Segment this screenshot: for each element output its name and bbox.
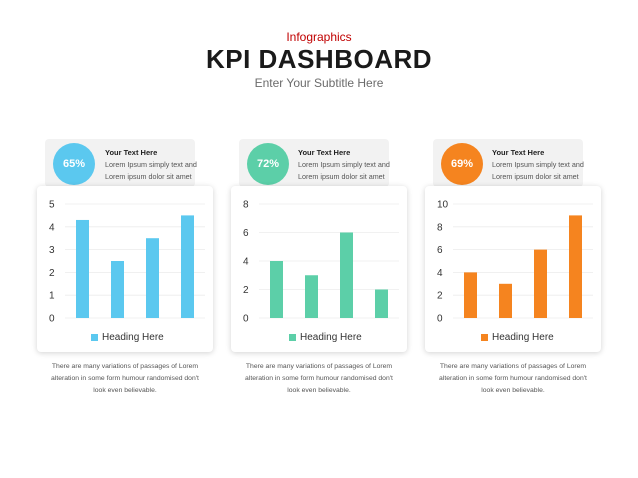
chart-description: There are many variations of passages of… — [425, 361, 601, 397]
y-tick-label: 2 — [49, 268, 55, 279]
chart-legend: Heading Here — [481, 332, 554, 343]
page-subtitle: Enter Your Subtitle Here — [254, 76, 384, 90]
info-body: Lorem Ipsum simply text and Lorem ipsum … — [298, 159, 390, 183]
bar — [111, 261, 124, 318]
bar-chart: 0 2 4 6 8 10 — [437, 200, 593, 325]
bar — [569, 215, 582, 318]
legend-swatch — [481, 334, 488, 341]
description-line: There are many variations of passages of… — [439, 363, 587, 370]
info-body-line: Lorem Ipsum simply text and — [492, 160, 584, 169]
bar — [146, 238, 159, 318]
bar — [499, 283, 512, 318]
info-heading: Your Text Here — [492, 148, 545, 157]
y-tick-label: 8 — [243, 200, 249, 211]
bar — [181, 215, 194, 318]
bar — [534, 249, 547, 318]
y-tick-label: 8 — [437, 222, 443, 233]
bar — [375, 289, 388, 318]
description-line: alteration in some form humour randomise… — [439, 375, 587, 382]
eyebrow-label: Infographics — [286, 30, 352, 44]
description-line: There are many variations of passages of… — [51, 363, 199, 370]
description-line: alteration in some form humour randomise… — [245, 375, 393, 382]
bar — [270, 261, 283, 318]
y-tick-label: 2 — [243, 285, 249, 296]
legend-label: Heading Here — [102, 332, 164, 343]
info-body-line: Lorem Ipsum simply text and — [105, 160, 197, 169]
legend-swatch — [91, 334, 98, 341]
info-body-line: Lorem ipsum dolor sit amet — [298, 172, 385, 181]
info-heading: Your Text Here — [105, 148, 158, 157]
y-tick-label: 3 — [49, 245, 55, 256]
y-tick-label: 4 — [437, 268, 443, 279]
bar — [305, 275, 318, 318]
info-body: Lorem Ipsum simply text and Lorem ipsum … — [105, 159, 197, 183]
description-line: There are many variations of passages of… — [245, 363, 393, 370]
y-tick-label: 6 — [437, 245, 443, 256]
bar — [464, 272, 477, 318]
y-tick-label: 4 — [243, 257, 249, 268]
percent-circle: 72% — [247, 143, 289, 185]
chart-legend: Heading Here — [289, 332, 362, 343]
chart-description: There are many variations of passages of… — [37, 361, 213, 397]
bar — [340, 232, 353, 318]
info-body-line: Lorem ipsum dolor sit amet — [105, 172, 192, 181]
y-tick-label: 0 — [437, 314, 443, 325]
bar — [76, 219, 89, 318]
bar-chart: 0 1 2 3 4 5 — [49, 200, 205, 325]
y-tick-label: 2 — [437, 291, 443, 302]
y-tick-label: 5 — [49, 200, 55, 211]
description-line: look even believable. — [93, 387, 157, 394]
chart-card: 0 2 4 6 8 — [231, 186, 407, 352]
bar-chart: 0 2 4 6 8 — [243, 200, 399, 325]
description-line: alteration in some form humour randomise… — [51, 375, 199, 382]
y-tick-label: 1 — [49, 291, 55, 302]
info-body-line: Lorem Ipsum simply text and — [298, 160, 390, 169]
info-body-line: Lorem ipsum dolor sit amet — [492, 172, 579, 181]
chart-card: 0 2 4 6 8 10 — [425, 186, 601, 352]
chart-card: 0 1 2 3 4 5 — [37, 186, 213, 352]
legend-label: Heading Here — [492, 332, 554, 343]
description-line: look even believable. — [287, 387, 351, 394]
y-tick-label: 4 — [49, 222, 55, 233]
chart-description: There are many variations of passages of… — [231, 361, 407, 397]
chart-legend: Heading Here — [91, 332, 164, 343]
y-tick-label: 0 — [49, 314, 55, 325]
page-title: KPI DASHBOARD — [205, 44, 433, 74]
y-tick-label: 6 — [243, 228, 249, 239]
legend-label: Heading Here — [300, 332, 362, 343]
info-heading: Your Text Here — [298, 148, 351, 157]
legend-swatch — [289, 334, 296, 341]
y-tick-label: 0 — [243, 314, 249, 325]
percent-circle: 69% — [441, 143, 483, 185]
y-tick-label: 10 — [437, 200, 449, 211]
percent-circle: 65% — [53, 143, 95, 185]
info-body: Lorem Ipsum simply text and Lorem ipsum … — [492, 159, 584, 183]
description-line: look even believable. — [481, 387, 545, 394]
